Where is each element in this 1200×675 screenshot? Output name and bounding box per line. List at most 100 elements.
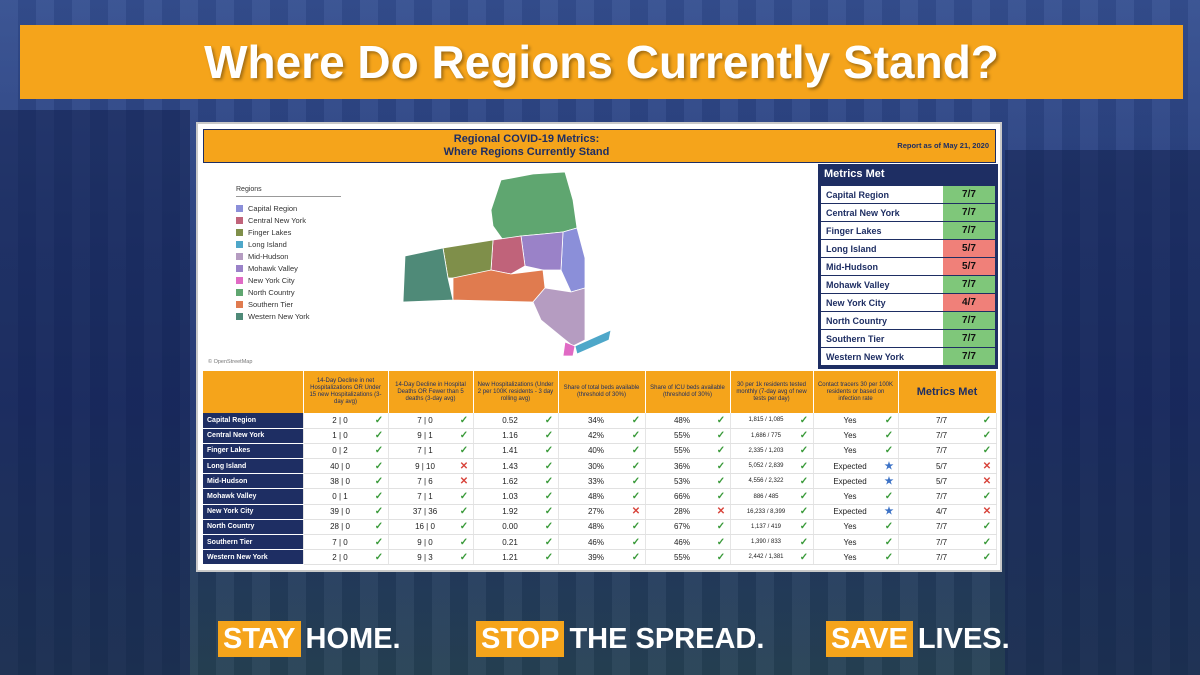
- table-cell: 886 / 485 ✓: [730, 488, 814, 505]
- cross-icon: ✕: [459, 475, 469, 487]
- table-row: North Country 28 | 0 ✓ 16 | 0 ✓ 0.00 ✓ 48% ✓ 67% ✓…: [203, 519, 997, 536]
- table-cell-value: 1.03: [502, 492, 518, 502]
- metrics-panel-region: Central New York: [826, 207, 900, 218]
- table-row-region: New York City: [203, 504, 304, 520]
- table-cell: 7/7 ✓: [898, 488, 997, 505]
- legend-swatch: [236, 216, 243, 224]
- table-cell-value: 5/7: [935, 461, 948, 471]
- legend-swatch: [236, 288, 243, 296]
- check-icon: ✓: [544, 536, 554, 548]
- table-cell: Yes ✓: [813, 519, 899, 536]
- table-cell: 55% ✓: [645, 549, 731, 566]
- check-icon: ✓: [884, 491, 894, 503]
- legend-label: New York City: [248, 275, 295, 285]
- table-column-header: New Hospitalizations (Under 2 per 100K r…: [473, 371, 559, 413]
- table-cell: 16 | 0 ✓: [388, 519, 474, 536]
- table-cell: 1.41 ✓: [473, 443, 559, 460]
- table-cell-value: 16 | 0: [415, 522, 435, 532]
- table-cell-value: 34%: [587, 415, 604, 425]
- check-icon: ✓: [374, 551, 384, 563]
- table-cell-value: 7/7: [935, 415, 948, 425]
- table-cell-value: 0 | 1: [332, 492, 348, 502]
- check-icon: ✓: [544, 521, 554, 533]
- table-cell-value: 5/7: [935, 476, 948, 486]
- table-cell: 2 | 0 ✓: [303, 413, 389, 429]
- table-cell: 7/7 ✓: [898, 519, 997, 536]
- check-icon: ✓: [631, 536, 641, 548]
- table-cell: 48% ✓: [558, 488, 646, 505]
- table-cell: Yes ✓: [813, 443, 899, 460]
- map-region-western-ny: [402, 247, 454, 303]
- check-icon: ✓: [982, 491, 992, 503]
- table-cell-value: 33%: [587, 476, 604, 486]
- check-icon: ✓: [459, 491, 469, 503]
- table-cell: 48% ✓: [645, 413, 731, 429]
- table-cell: 66% ✓: [645, 488, 731, 505]
- table-cell-value: 1.16: [502, 431, 518, 441]
- check-icon: ✓: [716, 536, 726, 548]
- table-cell-value: 46%: [673, 537, 690, 547]
- metrics-panel-value: 7/7: [943, 312, 995, 329]
- check-icon: ✓: [459, 521, 469, 533]
- metrics-panel-region: Finger Lakes: [826, 225, 882, 236]
- legend-item: Long Island: [236, 238, 310, 250]
- table-cell-value: 5,052 / 2,839: [748, 463, 784, 470]
- table-column-header: Contact tracers 30 per 100K residents or…: [813, 371, 899, 413]
- card-title: Regional COVID-19 Metrics: Where Regions…: [404, 133, 649, 159]
- metrics-panel-value: 5/7: [943, 240, 995, 257]
- table-cell: 46% ✓: [645, 534, 731, 551]
- table-cell-value: 1,137 / 419: [750, 523, 782, 530]
- map-legend: Capital Region Central New York Finger Lak…: [236, 202, 310, 322]
- table-cell-value: 28%: [673, 507, 690, 517]
- table-cell-value: 0.21: [502, 537, 518, 547]
- check-icon: ✓: [799, 491, 809, 503]
- region-map-area: Regions Capital Region Central New York Fi…: [203, 164, 815, 369]
- table-row-region: Central New York: [203, 428, 304, 444]
- table-row-region: Capital Region: [203, 413, 304, 429]
- table-cell: 39% ✓: [558, 549, 646, 566]
- check-icon: ✓: [544, 460, 554, 472]
- check-icon: ✓: [716, 475, 726, 487]
- table-row-region: Mohawk Valley: [203, 488, 304, 505]
- check-icon: ✓: [459, 445, 469, 457]
- table-corner-header: [203, 371, 304, 413]
- metrics-panel-row: Mohawk Valley 7/7: [821, 276, 995, 293]
- table-cell: 1,137 / 419 ✓: [730, 519, 814, 536]
- osm-credit: © OpenStreetMap: [208, 359, 253, 365]
- regional-metrics-table: 14-Day Decline in net Hospitalizations O…: [203, 371, 997, 566]
- check-icon: ✓: [982, 551, 992, 563]
- metrics-panel-region: Mid-Hudson: [826, 261, 878, 272]
- table-row: Mohawk Valley 0 | 1 ✓ 7 | 1 ✓ 1.03 ✓ 48% ✓ 66% ✓ 88…: [203, 488, 997, 505]
- map-region-long-island: [574, 329, 612, 355]
- metrics-panel-row: Finger Lakes 7/7: [821, 222, 995, 239]
- table-cell-value: 2 | 0: [332, 415, 348, 425]
- table-cell: 27% ✕: [558, 504, 646, 520]
- table-row-region: Southern Tier: [203, 534, 304, 551]
- table-cell: 5,052 / 2,839 ✓: [730, 458, 814, 475]
- map-region-north-country: [490, 171, 578, 241]
- metrics-panel-value: 7/7: [943, 222, 995, 239]
- legend-item: New York City: [236, 274, 310, 286]
- legend-item: Mid-Hudson: [236, 250, 310, 262]
- page-title: Where Do Regions Currently Stand?: [204, 36, 999, 88]
- table-cell-value: Yes: [843, 522, 857, 532]
- table-cell-value: 2,335 / 1,203: [748, 447, 784, 454]
- legend-item: North Country: [236, 286, 310, 298]
- slogan-save-lives: SAVE LIVES.: [826, 620, 1010, 658]
- table-cell: 16,233 / 8,399 ✓: [730, 504, 814, 520]
- table-cell-value: 7/7: [935, 537, 948, 547]
- check-icon: ✓: [982, 430, 992, 442]
- table-row: Capital Region 2 | 0 ✓ 7 | 0 ✓ 0.52 ✓ 34% ✓ 48% ✓ 1…: [203, 413, 997, 429]
- map-region-nyc: [562, 341, 576, 357]
- check-icon: ✓: [544, 551, 554, 563]
- check-icon: ✓: [631, 460, 641, 472]
- table-cell-value: Yes: [843, 537, 857, 547]
- table-cell: 0.52 ✓: [473, 413, 559, 429]
- table-cell: 4,556 / 2,322 ✓: [730, 473, 814, 490]
- table-cell-value: 7/7: [935, 522, 948, 532]
- table-column-header: Share of total beds available (threshold…: [558, 371, 646, 413]
- report-date: Report as of May 21, 2020: [897, 141, 989, 150]
- table-cell-value: 46%: [587, 537, 604, 547]
- table-row-region: Finger Lakes: [203, 443, 304, 460]
- cross-icon: ✕: [716, 506, 726, 518]
